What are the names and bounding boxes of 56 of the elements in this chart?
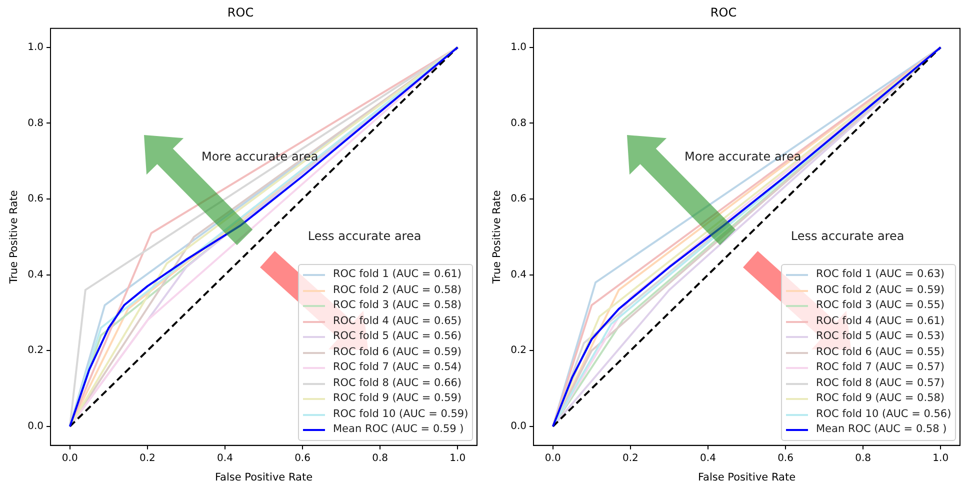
- y-axis-title: True Positive Rate: [8, 190, 20, 285]
- legend-label: ROC fold 7 (AUC = 0.54): [333, 360, 462, 376]
- legend-label: ROC fold 4 (AUC = 0.65): [333, 314, 462, 329]
- legend-label: ROC fold 2 (AUC = 0.58): [333, 282, 462, 298]
- x-tick-label: 0.8: [855, 452, 872, 464]
- legend-label: ROC fold 10 (AUC = 0.59): [333, 406, 468, 422]
- y-tick-label: 0.6: [510, 194, 527, 205]
- annotation: More accurate area: [202, 149, 318, 164]
- x-tick-label: 0.0: [544, 452, 561, 464]
- y-axis-title: True Positive Rate: [491, 190, 504, 285]
- x-tick-label: 0.8: [372, 452, 388, 464]
- legend-label: ROC fold 8 (AUC = 0.66): [333, 376, 462, 391]
- annotation: Less accurate area: [790, 229, 904, 244]
- legend-label: ROC fold 9 (AUC = 0.58): [816, 391, 945, 406]
- x-tick-label: 0.4: [217, 452, 233, 464]
- x-tick-label: 0.4: [700, 452, 716, 464]
- legend-label: Mean ROC (AUC = 0.59 ): [333, 422, 464, 438]
- legend-label: ROC fold 4 (AUC = 0.61): [816, 314, 945, 329]
- y-tick-label: 0.4: [28, 269, 44, 280]
- legend-label: Mean ROC (AUC = 0.58 ): [816, 422, 947, 438]
- x-tick-label: 0.2: [622, 452, 638, 464]
- legend-label: ROC fold 3 (AUC = 0.58): [333, 298, 462, 314]
- legend-label: ROC fold 1 (AUC = 0.61): [333, 267, 462, 282]
- annotation: More accurate area: [684, 149, 802, 164]
- y-tick-label: 0.8: [510, 118, 527, 129]
- legend-label: ROC fold 2 (AUC = 0.59): [816, 282, 945, 298]
- y-tick-label: 0.6: [28, 194, 44, 205]
- legend-label: ROC fold 6 (AUC = 0.59): [333, 344, 462, 360]
- x-axis-title: False Positive Rate: [214, 471, 313, 484]
- x-axis-title: False Positive Rate: [698, 471, 796, 484]
- x-tick-label: 0.0: [62, 452, 78, 464]
- y-tick-label: 0.2: [510, 345, 527, 356]
- y-tick-label: 1.0: [28, 42, 44, 53]
- y-tick-label: 0.2: [28, 345, 44, 356]
- x-tick-label: 1.0: [450, 452, 466, 464]
- legend-label: ROC fold 7 (AUC = 0.57): [816, 360, 945, 376]
- x-tick-label: 1.0: [932, 452, 949, 464]
- legend-label: ROC fold 8 (AUC = 0.57): [816, 376, 945, 391]
- legend-label: ROC fold 10 (AUC = 0.56): [816, 406, 952, 422]
- y-tick-label: 0.0: [28, 421, 44, 432]
- y-tick-label: 0.4: [510, 269, 527, 280]
- legend-label: ROC fold 9 (AUC = 0.59): [333, 391, 462, 406]
- annotation: Less accurate area: [308, 229, 422, 244]
- chart-title: ROC: [227, 5, 254, 20]
- y-tick-label: 1.0: [510, 42, 527, 53]
- y-tick-label: 0.8: [28, 118, 44, 129]
- chart-title: ROC: [710, 5, 737, 20]
- x-tick-label: 0.6: [778, 452, 794, 464]
- legend-label: ROC fold 6 (AUC = 0.55): [816, 344, 945, 360]
- y-tick-label: 0.0: [510, 421, 527, 432]
- x-tick-label: 0.6: [294, 452, 310, 464]
- legend-label: ROC fold 3 (AUC = 0.55): [816, 298, 945, 314]
- legend-label: ROC fold 5 (AUC = 0.56): [333, 329, 462, 344]
- x-tick-label: 0.2: [139, 452, 156, 464]
- legend-label: ROC fold 1 (AUC = 0.63): [816, 267, 945, 282]
- legend-label: ROC fold 5 (AUC = 0.53): [816, 329, 945, 344]
